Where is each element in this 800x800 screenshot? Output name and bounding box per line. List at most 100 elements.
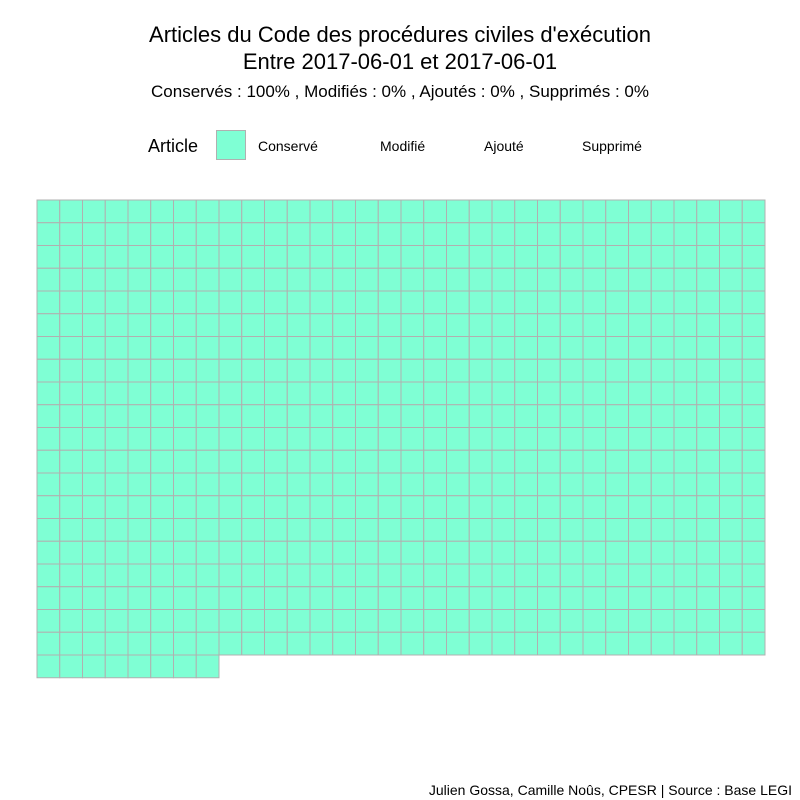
waffle-cell <box>332 336 356 360</box>
waffle-cell <box>400 563 425 588</box>
waffle-cell <box>173 472 197 497</box>
waffle-cell <box>332 518 356 542</box>
waffle-cell <box>741 427 766 451</box>
waffle-cell <box>150 427 174 451</box>
waffle-cell <box>264 313 288 337</box>
waffle-cell <box>719 472 743 497</box>
waffle-cell <box>628 518 652 542</box>
waffle-cell <box>537 495 561 519</box>
waffle-cell <box>605 449 629 474</box>
waffle-cell <box>514 290 538 315</box>
waffle-cell <box>628 495 652 519</box>
waffle-cell <box>82 222 106 246</box>
waffle-cell <box>491 358 516 383</box>
waffle-cell <box>719 631 743 656</box>
waffle-cell <box>82 313 106 337</box>
waffle-cell <box>696 427 720 451</box>
waffle-cell <box>559 518 584 542</box>
waffle-cell <box>150 540 174 565</box>
waffle-cell <box>241 290 265 315</box>
waffle-cell <box>741 518 766 542</box>
waffle-cell <box>59 245 83 269</box>
waffle-cell <box>582 609 607 633</box>
waffle-cell <box>127 495 152 519</box>
waffle-cell <box>173 313 197 337</box>
waffle-cell <box>582 267 607 292</box>
waffle-cell <box>59 449 83 474</box>
waffle-cell <box>59 472 83 497</box>
waffle-cell <box>719 404 743 428</box>
waffle-cell <box>514 199 538 224</box>
waffle-cell <box>491 495 516 519</box>
waffle-cell <box>741 540 766 565</box>
waffle-cell <box>104 222 129 246</box>
waffle-cell <box>605 609 629 633</box>
waffle-cell <box>446 381 470 406</box>
waffle-cell <box>514 518 538 542</box>
waffle-cell <box>36 631 61 656</box>
waffle-cell <box>468 199 493 224</box>
waffle-cell <box>36 654 61 679</box>
waffle-cell <box>628 472 652 497</box>
waffle-cell <box>286 472 311 497</box>
waffle-cell <box>400 313 425 337</box>
waffle-cell <box>377 563 402 588</box>
waffle-cell <box>127 540 152 565</box>
waffle-cell <box>423 222 447 246</box>
waffle-cell <box>696 336 720 360</box>
waffle-cell <box>173 654 197 679</box>
waffle-cell <box>537 631 561 656</box>
waffle-cell <box>36 222 61 246</box>
waffle-cell <box>628 222 652 246</box>
waffle-cell <box>423 609 447 633</box>
waffle-cell <box>741 336 766 360</box>
waffle-cell <box>127 199 152 224</box>
waffle-cell <box>241 336 265 360</box>
waffle-cell <box>605 404 629 428</box>
waffle-cell <box>173 245 197 269</box>
waffle-cell <box>332 563 356 588</box>
waffle-cell <box>468 222 493 246</box>
waffle-cell <box>264 495 288 519</box>
waffle-cell <box>514 358 538 383</box>
waffle-cell <box>264 290 288 315</box>
waffle-cell <box>377 631 402 656</box>
waffle-cell <box>559 563 584 588</box>
waffle-cell <box>741 449 766 474</box>
waffle-cell <box>173 199 197 224</box>
waffle-cell <box>59 427 83 451</box>
legend-label-conserve: Conservé <box>258 138 318 154</box>
waffle-cell <box>446 427 470 451</box>
waffle-cell <box>423 336 447 360</box>
waffle-cell <box>719 381 743 406</box>
waffle-cell <box>241 222 265 246</box>
waffle-cell <box>491 427 516 451</box>
waffle-cell <box>286 540 311 565</box>
chart-title-line2: Entre 2017-06-01 et 2017-06-01 <box>242 49 558 74</box>
waffle-cell <box>423 245 447 269</box>
waffle-cell <box>264 586 288 610</box>
waffle-cell <box>696 267 720 292</box>
waffle-cell <box>36 267 61 292</box>
waffle-cell <box>423 518 447 542</box>
waffle-cell <box>582 381 607 406</box>
waffle-cell <box>446 358 470 383</box>
waffle-cell <box>377 199 402 224</box>
waffle-cell <box>673 245 698 269</box>
legend-label-ajoute: Ajouté <box>484 138 524 154</box>
waffle-cell <box>514 336 538 360</box>
waffle-cell <box>241 245 265 269</box>
waffle-cell <box>537 609 561 633</box>
waffle-cell <box>104 449 129 474</box>
waffle-cell <box>514 267 538 292</box>
waffle-cell <box>446 199 470 224</box>
waffle-cell <box>82 449 106 474</box>
waffle-cell <box>514 245 538 269</box>
waffle-cell <box>650 404 675 428</box>
waffle-cell <box>673 427 698 451</box>
waffle-cell <box>355 427 379 451</box>
waffle-cell <box>628 586 652 610</box>
waffle-cell <box>605 199 629 224</box>
waffle-cell <box>605 540 629 565</box>
waffle-cell <box>195 631 220 656</box>
